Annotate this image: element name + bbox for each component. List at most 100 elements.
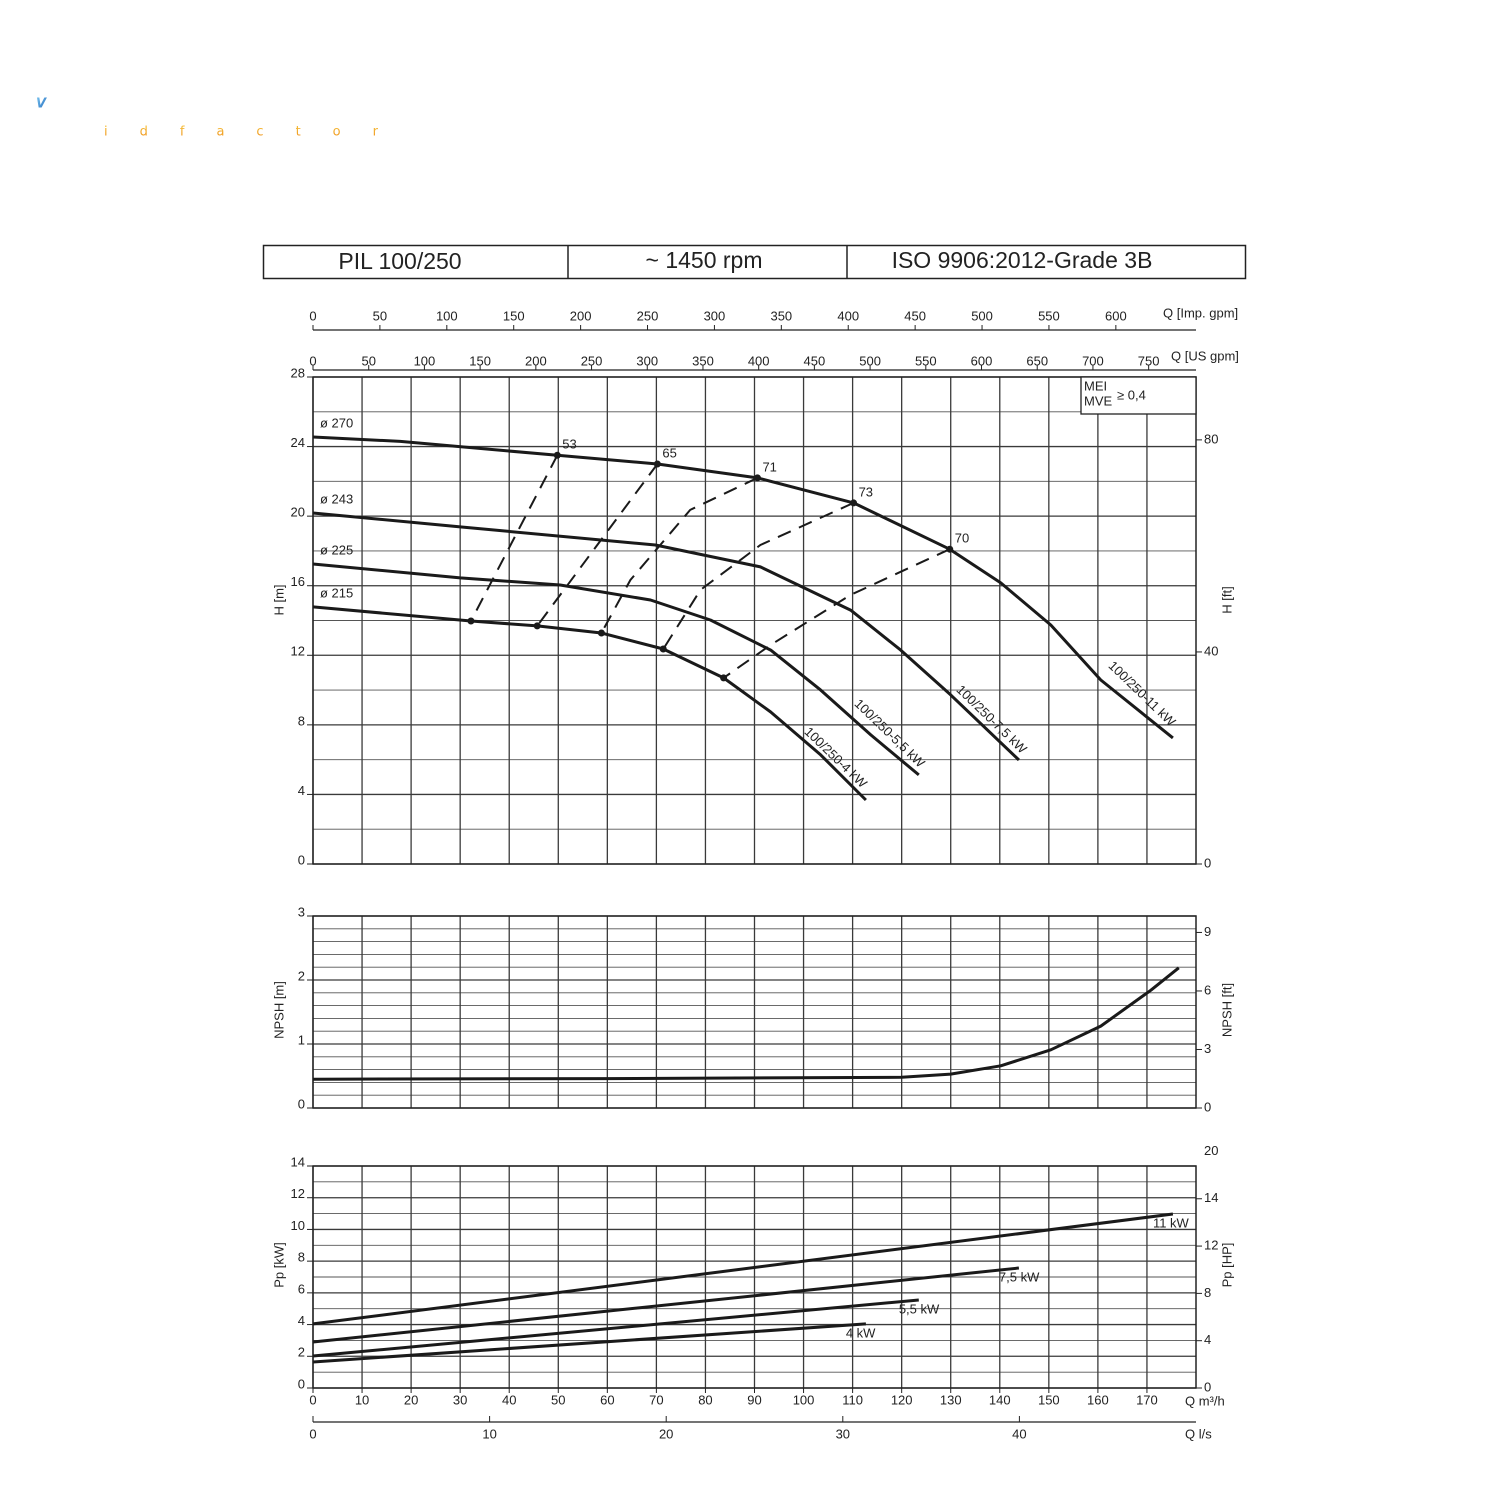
efficiency-point — [533, 622, 541, 630]
x2-tick-label: 20 — [659, 1426, 673, 1441]
x-tick-label: 30 — [453, 1392, 467, 1407]
y2-tick-label: 0 — [1204, 1379, 1211, 1394]
header-table: PIL 100/250 ~ 1450 rpm ISO 9906:2012-Gra… — [262, 244, 1247, 280]
x-tick-label: 140 — [989, 1392, 1011, 1407]
curve — [312, 511, 1020, 762]
efficiency-point — [850, 499, 858, 507]
x-tick-label: 50 — [551, 1392, 565, 1407]
y-tick-label: 0 — [298, 1376, 305, 1391]
diameter-label: ø 270 — [320, 415, 353, 430]
y-tick-label: 10 — [291, 1218, 305, 1233]
y2-tick-label: 0 — [1204, 1099, 1211, 1114]
series-label: 4 kW — [846, 1325, 876, 1340]
y-tick-label: 2 — [298, 1345, 305, 1360]
x-tick-label: 170 — [1136, 1392, 1158, 1407]
curve — [312, 1322, 867, 1364]
curve — [312, 1212, 1174, 1326]
x-tick-label: 40 — [502, 1392, 516, 1407]
y2-tick-label: 20 — [1204, 1143, 1218, 1158]
x-tick-label: 400 — [748, 353, 770, 368]
diameter-label: ø 243 — [320, 491, 353, 506]
y-tick-label: 0 — [298, 852, 305, 867]
x-tick-label: 100 — [436, 308, 458, 323]
logo: V idfactor — [36, 97, 379, 140]
curve-label: 100/250-4 kW — [802, 724, 871, 792]
x-tick-label: 0 — [309, 1392, 316, 1407]
x-axis-title: Q [Imp. gpm] — [1163, 305, 1238, 320]
efficiency-point — [597, 629, 605, 637]
x2-tick-label: 10 — [482, 1426, 496, 1441]
x-tick-label: 600 — [1105, 308, 1127, 323]
x-tick-label: 500 — [859, 353, 881, 368]
y2-tick-label: 9 — [1204, 924, 1211, 939]
y2-tick-label: 6 — [1204, 982, 1211, 997]
y2-tick-label: 3 — [1204, 1041, 1211, 1056]
x-tick-label: 600 — [971, 353, 993, 368]
x-tick-label: 350 — [692, 353, 714, 368]
y-tick-label: 14 — [291, 1154, 305, 1169]
x-tick-label: 200 — [525, 353, 547, 368]
x2-tick-label: 0 — [309, 1426, 316, 1441]
x-tick-label: 10 — [355, 1392, 369, 1407]
y-axis-title: Pp [kW] — [271, 1242, 286, 1288]
y-tick-label: 0 — [298, 1096, 305, 1111]
y2-tick-label: 4 — [1204, 1332, 1211, 1347]
x-tick-label: 400 — [837, 308, 859, 323]
series-label: 5,5 kW — [899, 1301, 940, 1316]
x-tick-label: 500 — [971, 308, 993, 323]
x-tick-label: 110 — [842, 1392, 863, 1407]
x2-tick-label: 40 — [1012, 1426, 1026, 1441]
curve — [312, 966, 1180, 1081]
y-tick-label: 4 — [298, 1313, 305, 1328]
x-tick-label: 130 — [940, 1392, 962, 1407]
header-cell: PIL 100/250 — [338, 248, 461, 274]
x-tick-label: 150 — [469, 353, 491, 368]
x-tick-label: 700 — [1082, 353, 1104, 368]
efficiency-line — [723, 548, 951, 679]
efficiency-point — [946, 545, 954, 553]
efficiency-point — [467, 617, 475, 625]
x-tick-label: 0 — [309, 353, 316, 368]
x-tick-label: 150 — [503, 308, 525, 323]
efficiency-label: 73 — [859, 484, 873, 499]
efficiency-point — [753, 474, 761, 482]
x-tick-label: 100 — [414, 353, 436, 368]
y-tick-label: 24 — [291, 435, 305, 450]
y2-tick-label: 80 — [1204, 431, 1218, 446]
x-tick-label: 80 — [698, 1392, 712, 1407]
efficiency-line — [470, 454, 559, 622]
y-tick-label: 8 — [298, 1250, 305, 1265]
x-tick-label: 0 — [309, 308, 316, 323]
y-tick-label: 1 — [298, 1032, 305, 1047]
efficiency-label: 53 — [562, 437, 576, 452]
y2-tick-label: 12 — [1204, 1238, 1218, 1253]
efficiency-label: 71 — [762, 459, 776, 474]
series-label: 11 kW — [1153, 1215, 1190, 1230]
y-tick-label: 6 — [298, 1281, 305, 1296]
y-tick-label: 4 — [298, 783, 305, 798]
header-cell: ~ 1450 rpm — [646, 247, 763, 273]
x-tick-label: 550 — [1038, 308, 1060, 323]
y-tick-label: 16 — [291, 574, 305, 589]
efficiency-point — [553, 451, 561, 459]
y2-axis-title: NPSH [ft] — [1219, 983, 1234, 1037]
y-tick-label: 8 — [298, 713, 305, 728]
x-tick-label: 50 — [373, 308, 387, 323]
plot-frame — [312, 915, 1197, 1109]
curve-label: 100/250-7,5 kW — [954, 682, 1031, 757]
series-label: 7,5 kW — [999, 1269, 1040, 1284]
x-tick-label: 160 — [1087, 1392, 1109, 1407]
efficiency-label: 65 — [662, 445, 676, 460]
diameter-label: ø 215 — [320, 585, 353, 600]
x-tick-label: 60 — [600, 1392, 614, 1407]
x-axis-title: Q [US gpm] — [1171, 348, 1239, 363]
header-frame — [262, 244, 1247, 280]
x-tick-label: 20 — [404, 1392, 418, 1407]
x-tick-label: 120 — [891, 1392, 913, 1407]
efficiency-label: 70 — [955, 531, 969, 546]
y2-tick-label: 40 — [1204, 643, 1218, 658]
y-tick-label: 12 — [291, 644, 305, 659]
y2-axis-title: Pp [HP] — [1219, 1243, 1234, 1288]
y2-axis-title: H [ft] — [1219, 586, 1234, 613]
efficiency-line — [536, 463, 659, 627]
